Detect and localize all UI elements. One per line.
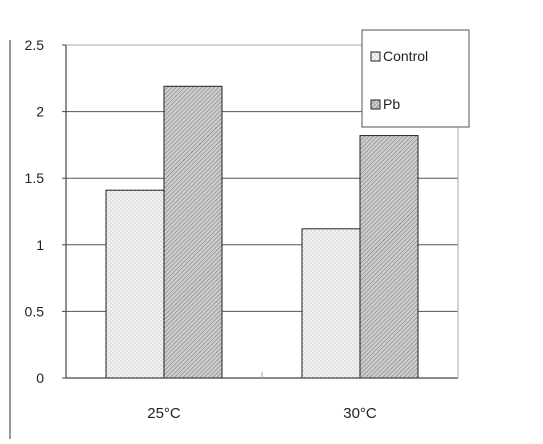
legend-box (361, 29, 470, 128)
y-axis-ticks: 0 0.5 1 1.5 2 2.5 (25, 37, 66, 386)
bars (105, 85, 419, 379)
legend: Control Pb (361, 29, 470, 128)
bar-pb-0 (163, 85, 223, 379)
bar-pb-1 (359, 135, 419, 379)
y-tick-label: 1 (36, 237, 44, 253)
bar-control-1 (301, 228, 361, 379)
y-tick-label: 2 (36, 104, 44, 120)
y-tick-label: 0 (36, 370, 44, 386)
y-tick-label: 0.5 (25, 303, 45, 319)
y-tick-label: 1.5 (25, 170, 45, 186)
bar-control-0 (105, 189, 165, 379)
legend-swatch-control (370, 51, 381, 62)
x-axis-ticks: 25°C 30°C (147, 372, 377, 422)
x-tick-label: 30°C (343, 405, 377, 422)
legend-label-control: Control (383, 48, 428, 64)
y-tick-label: 2.5 (25, 37, 45, 53)
legend-label-pb: Pb (383, 96, 400, 112)
legend-swatch-pb (370, 99, 381, 110)
x-tick-label: 25°C (147, 405, 181, 422)
